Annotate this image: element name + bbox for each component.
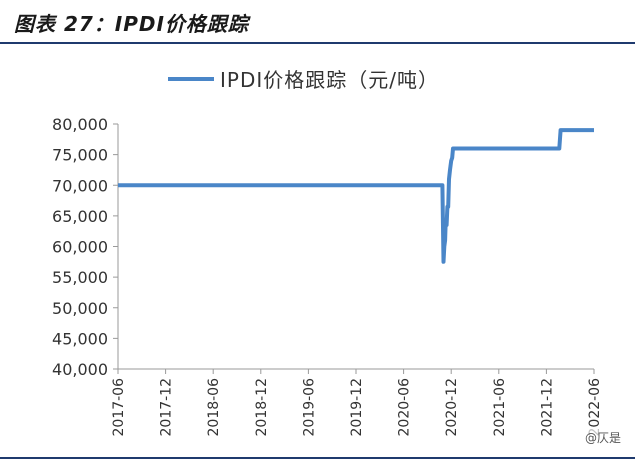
x-tick-label: 2019-06	[301, 378, 317, 437]
y-tick-label: 50,000	[52, 299, 108, 318]
y-tick-label: 65,000	[52, 207, 108, 226]
series-line	[118, 128, 594, 264]
y-tick-label: 70,000	[52, 176, 108, 195]
x-tick-label: 2020-12	[444, 378, 460, 437]
y-tick-label: 40,000	[52, 360, 108, 379]
x-tick-label: 2018-06	[206, 378, 222, 437]
y-tick-label: 45,000	[52, 329, 108, 348]
x-tick-label: 2020-06	[397, 378, 413, 437]
y-tick-label: 80,000	[52, 115, 108, 134]
watermark: @仄是	[584, 429, 621, 446]
x-tick-label: 2022-06	[587, 378, 603, 437]
y-tick-label: 60,000	[52, 238, 108, 257]
figure-title: 图表 27：IPDI价格跟踪	[14, 12, 249, 36]
legend-label: IPDI价格跟踪（元/吨）	[220, 68, 439, 92]
x-tick-label: 2017-12	[159, 378, 175, 437]
y-tick-label: 55,000	[52, 268, 108, 287]
x-tick-label: 2019-12	[349, 378, 365, 437]
x-tick-label: 2017-06	[111, 378, 127, 437]
footer-rule	[0, 457, 635, 459]
x-tick-label: 2018-12	[254, 378, 270, 437]
y-tick-label: 75,000	[52, 146, 108, 165]
figure-header: 图表 27：IPDI价格跟踪	[0, 0, 635, 44]
x-tick-label: 2021-06	[492, 378, 508, 437]
x-tick-label: 2021-12	[539, 378, 555, 437]
